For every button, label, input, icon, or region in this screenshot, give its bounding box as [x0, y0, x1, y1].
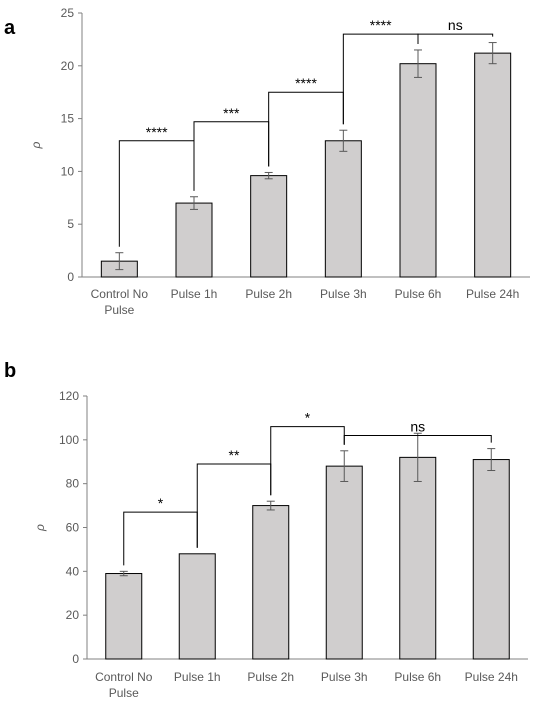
bar: [252, 505, 290, 660]
chart-a: 0 5 10 15 20 25 ρ Control No Pulse Pulse 1h Pulse …: [29, 6, 530, 317]
category-label: Pulse 1h: [174, 670, 221, 684]
significance-label: ****: [295, 75, 317, 91]
y-tick-label: 100: [59, 433, 79, 447]
category-label: Pulse 24h: [466, 287, 519, 301]
significance-label: ***: [223, 105, 240, 121]
bar: [324, 140, 362, 278]
y-axis-label: ρ: [33, 524, 47, 532]
bar: [178, 553, 216, 660]
bar: [399, 456, 437, 660]
y-tick-label: 10: [61, 164, 75, 178]
category-label: Pulse 6h: [394, 670, 441, 684]
panel-label-b: b: [4, 360, 16, 382]
significance-label: *: [158, 495, 164, 511]
panel-label-a: a: [4, 17, 16, 39]
y-tick-label: 120: [59, 389, 79, 403]
category-label: Pulse 24h: [465, 670, 518, 684]
y-tick-label: 80: [66, 477, 80, 491]
category-label: Pulse 1h: [171, 287, 218, 301]
category-label: Pulse 3h: [321, 670, 368, 684]
y-tick-label: 60: [66, 521, 80, 535]
category-label: Control No: [91, 287, 149, 301]
bar: [399, 63, 437, 278]
significance-label: ****: [146, 124, 168, 140]
chart-b: 0 20 40 60 80 100 120 ρ Control No Pulse Pulse 1h P…: [33, 389, 528, 700]
y-axis-label: ρ: [29, 141, 43, 149]
significance-label: ****: [370, 17, 392, 33]
y-tick-label: 20: [61, 59, 75, 73]
significance-bracket: [343, 434, 492, 445]
bar: [250, 175, 288, 278]
y-tick-label: 20: [66, 608, 80, 622]
y-tick-label: 40: [66, 564, 80, 578]
y-tick-label: 0: [72, 652, 79, 666]
y-tick-label: 0: [67, 270, 74, 284]
y-tick-label: 5: [67, 217, 74, 231]
category-label: Pulse 2h: [247, 670, 294, 684]
bar: [325, 465, 363, 660]
significance-bracket: [417, 33, 494, 44]
y-tick-label: 25: [61, 6, 75, 20]
category-label: Control No: [95, 670, 153, 684]
category-label: Pulse 2h: [245, 287, 292, 301]
category-label: Pulse: [109, 686, 139, 700]
significance-label: **: [229, 447, 240, 463]
category-label: Pulse 3h: [320, 287, 367, 301]
significance-label: *: [305, 410, 311, 426]
bar: [105, 573, 143, 660]
bar: [472, 459, 510, 660]
bar: [175, 202, 213, 278]
bar: [474, 52, 512, 278]
category-label: Pulse: [104, 303, 134, 317]
significance-label: ns: [448, 17, 463, 33]
significance-label: ns: [410, 418, 425, 434]
category-label: Pulse 6h: [395, 287, 442, 301]
y-tick-label: 15: [61, 112, 75, 126]
